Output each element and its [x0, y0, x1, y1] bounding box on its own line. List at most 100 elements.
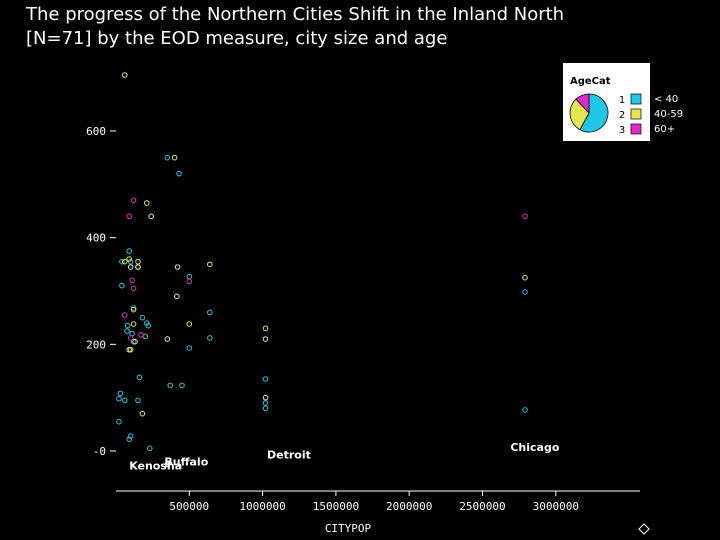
- resize-handle[interactable]: [638, 523, 650, 535]
- data-point: [164, 461, 171, 468]
- legend-code: 2: [619, 110, 625, 121]
- data-point: [207, 309, 213, 316]
- chart-title: The progress of the Northern Cities Shif…: [26, 3, 706, 51]
- legend-title: AgeCat: [570, 76, 611, 87]
- data-point: [119, 258, 125, 265]
- data-point: [130, 285, 137, 292]
- data-point: [127, 433, 134, 439]
- data-point: [135, 264, 141, 270]
- legend-label: 40-59: [654, 109, 683, 120]
- data-point: [143, 200, 150, 206]
- legend-label: < 40: [654, 94, 678, 105]
- y-tick-label: 600: [86, 125, 106, 138]
- data-point: [262, 394, 269, 401]
- legend-swatch: [630, 93, 642, 105]
- data-point: [126, 213, 132, 220]
- legend: AgeCat 1 < 40 2 40-59 3 60+: [563, 63, 683, 141]
- data-point: [121, 312, 128, 318]
- data-point: [186, 278, 193, 285]
- x-tick-label: 2000000: [386, 500, 432, 513]
- x-tick-label: 1500000: [313, 500, 359, 513]
- data-point: [136, 374, 143, 381]
- data-point: [119, 282, 125, 289]
- data-point: [174, 264, 181, 270]
- data-point: [186, 273, 193, 280]
- diamond-icon: [638, 523, 650, 535]
- city-label: Detroit: [267, 448, 311, 461]
- data-point: [130, 305, 137, 311]
- data-point: [126, 256, 132, 262]
- data-point: [522, 213, 528, 220]
- legend-code: 1: [619, 95, 625, 106]
- data-point: [121, 397, 128, 404]
- data-point: [179, 382, 185, 389]
- data-point: [522, 407, 528, 413]
- data-point: [164, 154, 171, 161]
- data-point: [167, 382, 174, 389]
- data-point: [127, 346, 134, 353]
- y-tick-label: 400: [86, 232, 106, 245]
- x-tick-label: 2500000: [459, 500, 505, 513]
- data-point: [262, 325, 269, 332]
- data-point: [124, 328, 130, 334]
- data-point: [139, 410, 146, 417]
- city-label: Chicago: [510, 441, 559, 454]
- x-tick-label: 500000: [169, 500, 209, 513]
- data-point: [117, 390, 124, 397]
- data-point: [176, 170, 182, 177]
- data-point: [127, 335, 134, 341]
- data-points: [116, 72, 528, 468]
- data-point: [262, 336, 269, 342]
- data-point: [148, 213, 154, 220]
- chart-title-line1: The progress of the Northern Cities Shif…: [26, 4, 565, 25]
- data-point: [135, 397, 141, 404]
- data-point: [126, 248, 132, 254]
- data-point: [129, 277, 135, 284]
- axes: 500000 1000000 1500000 2000000 2500000 300000…: [86, 125, 640, 535]
- legend-label: 60+: [654, 124, 675, 135]
- data-point: [262, 405, 269, 412]
- data-point: [130, 321, 137, 327]
- data-point: [121, 258, 128, 265]
- data-point: [171, 154, 178, 161]
- data-point: [135, 258, 141, 265]
- data-point: [121, 72, 128, 78]
- data-point: [207, 335, 213, 341]
- legend-pie-slice: [569, 98, 590, 131]
- data-point: [127, 264, 134, 270]
- y-tick-label: 200: [86, 338, 106, 351]
- data-point: [522, 274, 528, 281]
- x-tick-label: 3000000: [533, 500, 579, 513]
- data-point: [124, 322, 131, 329]
- legend-pie-slice: [575, 93, 590, 115]
- data-point: [130, 197, 137, 204]
- data-point: [130, 306, 137, 313]
- data-point: [164, 336, 171, 342]
- chart-title-line2: [N=71] by the EOD measure, city size and…: [26, 28, 448, 49]
- data-point: [138, 331, 144, 338]
- legend-swatch: [630, 108, 642, 120]
- data-point: [186, 321, 193, 327]
- data-point: [262, 400, 269, 406]
- data-point: [132, 338, 138, 345]
- y-tick-label: -0: [93, 445, 106, 458]
- legend-code: 3: [619, 125, 625, 136]
- data-point: [126, 436, 132, 443]
- data-point: [143, 320, 150, 326]
- data-point: [174, 293, 180, 300]
- data-point: [207, 261, 213, 268]
- city-label: Buffalo: [164, 455, 208, 468]
- legend-swatch: [630, 123, 642, 135]
- x-axis-label: CITYPOP: [325, 522, 372, 535]
- data-point: [116, 418, 122, 425]
- data-point: [262, 376, 269, 382]
- x-tick-label: 1000000: [239, 500, 285, 513]
- legend-pie-slice: [579, 93, 609, 133]
- data-point: [146, 445, 153, 452]
- data-point: [186, 345, 193, 351]
- data-point: [139, 314, 146, 321]
- city-label: Kenosha: [129, 460, 182, 473]
- data-point: [522, 289, 528, 295]
